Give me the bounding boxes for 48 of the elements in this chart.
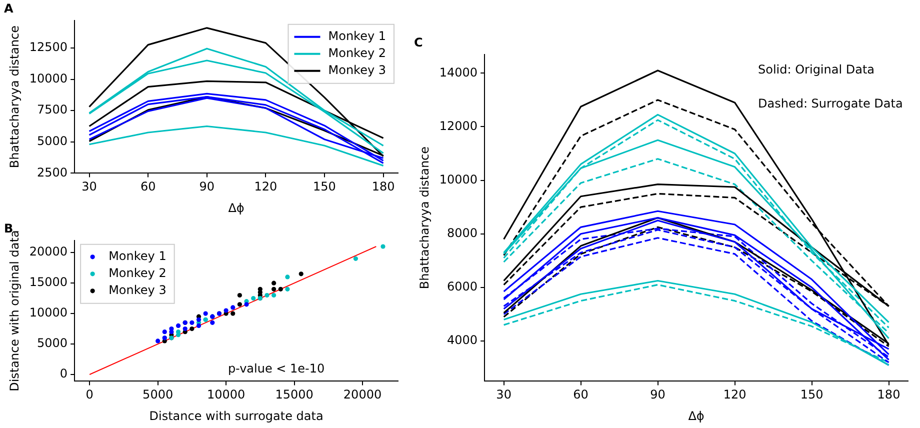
x-tick-label: 30 xyxy=(496,388,512,402)
y-tick-label: 7500 xyxy=(37,102,68,117)
legend-label: Monkey 2 xyxy=(108,266,166,280)
x-tick-label: 180 xyxy=(877,388,900,402)
x-tick-label: 15000 xyxy=(275,388,314,402)
x-tick-label: 150 xyxy=(800,388,824,402)
legend-label: Monkey 3 xyxy=(108,283,166,298)
y-tick-label: 20000 xyxy=(29,244,68,259)
y-tick-label: 4000 xyxy=(447,333,478,348)
legend-label: Monkey 3 xyxy=(328,63,386,78)
legend-label: Monkey 2 xyxy=(328,46,386,60)
y-tick-label: 6000 xyxy=(447,280,478,294)
legend-label: Monkey 1 xyxy=(108,249,166,264)
y-axis-title: Bhattacharyya distance xyxy=(417,146,432,290)
y-tick-label: 12500 xyxy=(29,40,68,54)
x-tick-label: 10000 xyxy=(206,388,246,402)
y-tick-label: 12000 xyxy=(439,118,478,133)
x-tick-label: 180 xyxy=(372,180,395,194)
y-tick-label: 5000 xyxy=(37,134,68,148)
y-axis-title: Bhattacharyya distance xyxy=(7,25,22,168)
y-tick-label: 2500 xyxy=(37,165,68,180)
y-tick-label: 8000 xyxy=(447,226,478,240)
annotation: Solid: Original Data xyxy=(758,62,875,77)
y-tick-label: 10000 xyxy=(29,71,68,86)
x-axis-title: Distance with surrogate data xyxy=(149,408,324,423)
x-tick-label: 30 xyxy=(82,180,97,194)
x-tick-label: 90 xyxy=(650,388,666,402)
x-tick-label: 60 xyxy=(573,388,588,402)
annotation: Dashed: Surrogate Data xyxy=(758,96,903,111)
x-tick-label: 120 xyxy=(254,180,278,194)
y-tick-label: 14000 xyxy=(439,65,478,80)
chart-title: C xyxy=(414,35,423,50)
x-tick-label: 150 xyxy=(313,180,336,194)
x-axis-title: Δϕ xyxy=(228,200,244,215)
x-tick-label: 5000 xyxy=(142,388,174,402)
x-tick-label: 90 xyxy=(199,180,215,194)
y-tick-label: 5000 xyxy=(37,336,68,350)
x-axis-title: Δϕ xyxy=(688,408,704,423)
x-tick-label: 0 xyxy=(86,388,94,402)
chart-title: A xyxy=(4,1,14,16)
legend-label: Monkey 1 xyxy=(328,29,386,44)
x-tick-label: 20000 xyxy=(343,388,382,402)
x-tick-label: 120 xyxy=(723,388,746,402)
annotation: p-value < 1e-10 xyxy=(228,361,325,376)
y-tick-label: 10000 xyxy=(29,306,68,320)
y-tick-label: 15000 xyxy=(29,275,68,290)
x-tick-label: 60 xyxy=(140,180,156,194)
y-tick-label: 0 xyxy=(60,366,68,381)
